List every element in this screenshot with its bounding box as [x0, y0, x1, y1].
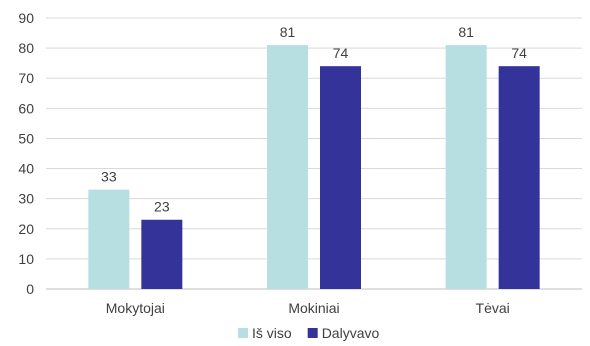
bar-is-viso-1	[267, 45, 308, 289]
y-tick-label: 30	[18, 191, 34, 207]
legend: Iš viso Dalyvavo	[238, 325, 379, 341]
bar-is-viso-2	[445, 45, 487, 289]
axes: 0 10 20 30 40 50 60 70 80 90 Mokytojai Mokiniai Tėva…	[18, 10, 582, 316]
y-tick-label: 50	[18, 130, 34, 146]
bar-dalyvavo-1	[320, 66, 361, 289]
legend-swatch-dalyvavo	[307, 328, 318, 338]
gridlines	[46, 17, 582, 260]
legend-label-is-viso: Iš viso	[252, 325, 292, 341]
bar-dalyvavo-0	[141, 219, 183, 289]
data-label: 74	[333, 45, 349, 61]
y-tick-label: 60	[18, 100, 34, 116]
data-labels: 33 23 81 74 81 74	[101, 24, 527, 215]
data-label: 74	[511, 45, 527, 61]
category-label: Mokytojai	[106, 300, 165, 316]
bar-dalyvavo-2	[498, 66, 540, 289]
data-label: 33	[101, 169, 117, 185]
bars	[88, 45, 540, 289]
y-tick-label: 70	[18, 70, 34, 86]
data-label: 23	[154, 199, 170, 215]
legend-label-dalyvavo: Dalyvavo	[322, 325, 380, 341]
data-label: 81	[458, 24, 474, 40]
y-tick-label: 20	[18, 221, 34, 237]
y-tick-label: 80	[18, 40, 34, 56]
y-tick-label: 40	[18, 161, 34, 177]
legend-swatch-is-viso	[238, 328, 248, 338]
data-label: 81	[280, 24, 296, 40]
y-tick-label: 10	[18, 251, 34, 267]
category-label: Mokiniai	[288, 300, 339, 316]
y-tick-label: 0	[26, 281, 34, 297]
y-tick-label: 90	[18, 10, 34, 26]
bar-is-viso-0	[88, 189, 130, 289]
category-label: Tėvai	[476, 300, 510, 316]
